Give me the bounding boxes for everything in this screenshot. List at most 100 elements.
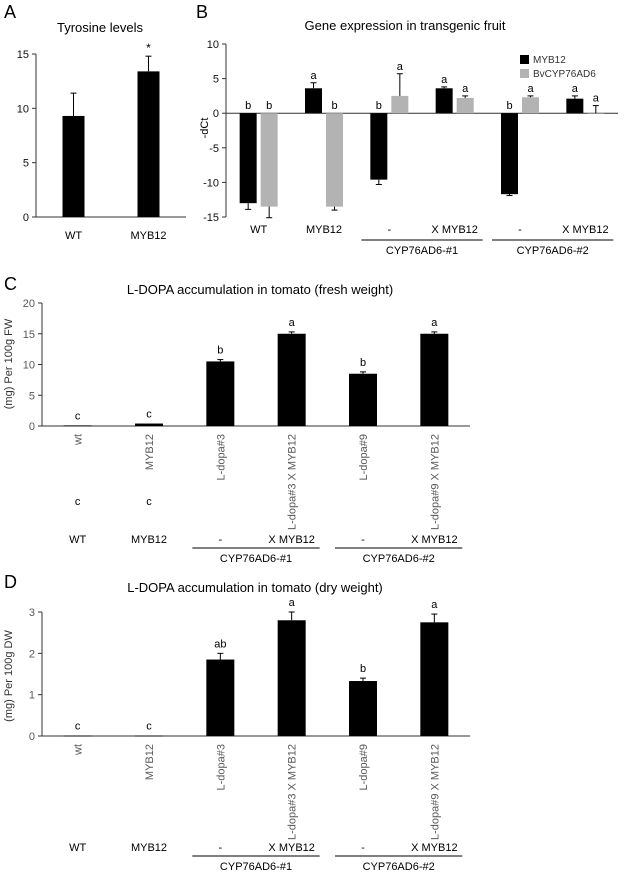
panel-d-xlabel-2: - xyxy=(218,842,222,854)
panel-d-letter-5: a xyxy=(431,599,438,611)
panel-b-letter-s1-3: a xyxy=(462,83,469,95)
panel-b-title: Gene expression in transgenic fruit xyxy=(305,18,506,33)
panel-c-xlabel-3: X MYB12 xyxy=(268,534,314,546)
panel-d-xlabel-1: MYB12 xyxy=(131,842,167,854)
panel-c-group-label-1: CYP76AD6-#2 xyxy=(363,553,435,565)
panel-c-ylabel: (mg) Per 100g FW xyxy=(3,318,15,409)
panel-b-bar-s1-2 xyxy=(391,95,409,114)
panel-b-bar-s0-2 xyxy=(370,113,388,180)
panel-d-ytick-label-2: 2 xyxy=(29,648,35,660)
panel-d-tick-label-0: wt xyxy=(73,744,85,756)
panel-c-letter-3: a xyxy=(289,317,296,329)
panel-c-letter-5: a xyxy=(431,317,438,329)
panel-c-ytick-label-3: 15 xyxy=(23,329,35,341)
panel-b-bar-s0-5 xyxy=(566,98,584,114)
panel-b-xlabel-1: MYB12 xyxy=(306,224,342,236)
panel-c-bar-2 xyxy=(206,361,235,426)
panel-b-bar-s1-1 xyxy=(326,113,343,207)
panel-b-letter-s0-5: a xyxy=(572,83,579,95)
legend-bvcyp76ad6-label: BvCYP76AD6 xyxy=(533,69,596,80)
panel-b-ytick-label-5: 10 xyxy=(207,39,219,51)
panel-c-ytick-label-4: 20 xyxy=(23,298,35,310)
panel-c-bar-1 xyxy=(135,423,163,426)
panel-c-tick-label-0: wt xyxy=(73,434,85,446)
panel-d-bar-1 xyxy=(135,735,163,737)
panel-b-ytick-label-3: 0 xyxy=(213,108,219,120)
panel-b-letter-s1-0: b xyxy=(266,100,272,112)
panel-d-bar-3 xyxy=(277,620,306,736)
panel-b-letter-s1-2: a xyxy=(397,61,404,73)
panel-b-letter-s1-4: a xyxy=(527,83,534,95)
panel-b-letter-s1-1: b xyxy=(331,100,337,112)
panel-d-tick-label-2: L-dopa#3 xyxy=(215,744,227,791)
panel-b-legend: MYB12 BvCYP76AD6 xyxy=(520,55,596,80)
panel-d-group-label-1: CYP76AD6-#2 xyxy=(363,861,435,873)
panel-a-letter: A xyxy=(4,2,16,22)
panel-c-title: L-DOPA accumulation in tomato (fresh wei… xyxy=(127,282,393,297)
panel-c-ytick-label-1: 5 xyxy=(29,390,35,402)
panel-c-extra-letter-0: c xyxy=(75,496,81,508)
panel-c-letter: C xyxy=(4,274,17,294)
panel-b-bar-s1-0 xyxy=(260,113,278,207)
panel-c-tick-label-4: L-dopa#9 xyxy=(358,434,370,481)
panel-d-bar-0 xyxy=(63,735,92,737)
panel-b-ytick-label-4: 5 xyxy=(213,74,219,86)
panel-c-group-label-0: CYP76AD6-#1 xyxy=(220,553,292,565)
panel-b-xlabel-0: WT xyxy=(250,224,267,236)
panel-a-bar-myb12 xyxy=(137,71,160,218)
panel-d-letter: D xyxy=(4,572,17,592)
panel-c-bar-3 xyxy=(277,333,306,426)
panel-b-ytick-label-0: -15 xyxy=(203,212,219,224)
panel-a-title: Tyrosine levels xyxy=(57,20,143,35)
panel-c-tick-label-5: L-dopa#9 X MYB12 xyxy=(429,434,441,530)
panel-b-group-label-0: CYP76AD6-#1 xyxy=(386,245,458,257)
panel-c-xlabel-4: - xyxy=(361,534,365,546)
panel-c-letter-1: c xyxy=(146,409,152,421)
legend-myb12-swatch xyxy=(520,55,529,64)
panel-c-letter-4: b xyxy=(360,357,366,369)
panel-a-xlabel-1: MYB12 xyxy=(130,230,166,242)
panel-b-ytick-label-1: -10 xyxy=(203,177,219,189)
panel-c-extra-letter-1: c xyxy=(146,496,152,508)
panel-c-ytick-label-2: 10 xyxy=(23,360,35,372)
panel-c-bar-0 xyxy=(63,425,92,427)
panel-c-bar-4 xyxy=(349,373,377,426)
legend-myb12-label: MYB12 xyxy=(533,55,566,66)
panel-d-bar-5 xyxy=(420,622,449,736)
panel-c-letter-0: c xyxy=(75,410,81,422)
panel-c-tick-label-3: L-dopa#3 X MYB12 xyxy=(287,434,299,530)
panel-d-letter-3: a xyxy=(289,597,296,609)
panel-c-ytick-label-0: 0 xyxy=(29,421,35,433)
panel-d-tick-label-4: L-dopa#9 xyxy=(358,744,370,791)
panel-d-group-label-0: CYP76AD6-#1 xyxy=(220,861,292,873)
panel-b-letter: B xyxy=(196,2,208,22)
panel-d-ytick-label-1: 1 xyxy=(29,690,35,702)
panel-b-bar-s0-1 xyxy=(305,88,322,114)
panel-b-xlabel-3: X MYB12 xyxy=(431,224,477,236)
panel-b-letter-s0-3: a xyxy=(441,74,448,86)
panel-d-tick-label-3: L-dopa#3 X MYB12 xyxy=(287,744,299,840)
panel-d-xlabel-5: X MYB12 xyxy=(411,842,457,854)
panel-b-bar-s1-3 xyxy=(456,97,474,114)
panel-b-xlabel-5: X MYB12 xyxy=(562,224,608,236)
panel-c-xlabel-5: X MYB12 xyxy=(411,534,457,546)
panel-c-tick-label-1: MYB12 xyxy=(144,434,156,470)
panel-b-letter-s0-4: b xyxy=(506,100,512,112)
panel-d-bar-4 xyxy=(349,681,377,736)
panel-c-xlabel-2: - xyxy=(218,534,222,546)
panel-d-letter-4: b xyxy=(360,663,366,675)
panel-d-xlabel-4: - xyxy=(361,842,365,854)
panel-b-plot: -15 -10 -5 0 5 10 b a b a b a b b a a a a WT MYB12 - X MYB12 -… xyxy=(203,39,618,257)
panel-d-tick-label-1: MYB12 xyxy=(144,744,156,780)
panel-b-letter-s0-0: b xyxy=(245,100,251,112)
panel-b-bar-s0-4 xyxy=(501,113,518,195)
panel-b-bar-s1-5 xyxy=(587,113,605,114)
panel-c-xlabel-1: MYB12 xyxy=(131,534,167,546)
panel-d-bar-2 xyxy=(206,659,235,736)
panel-c-xlabel-0: WT xyxy=(69,534,86,546)
panel-d-xlabel-0: WT xyxy=(69,842,86,854)
panel-a-ytick-label-3: 15 xyxy=(17,49,29,61)
panel-b-bar-s1-4 xyxy=(522,97,539,114)
